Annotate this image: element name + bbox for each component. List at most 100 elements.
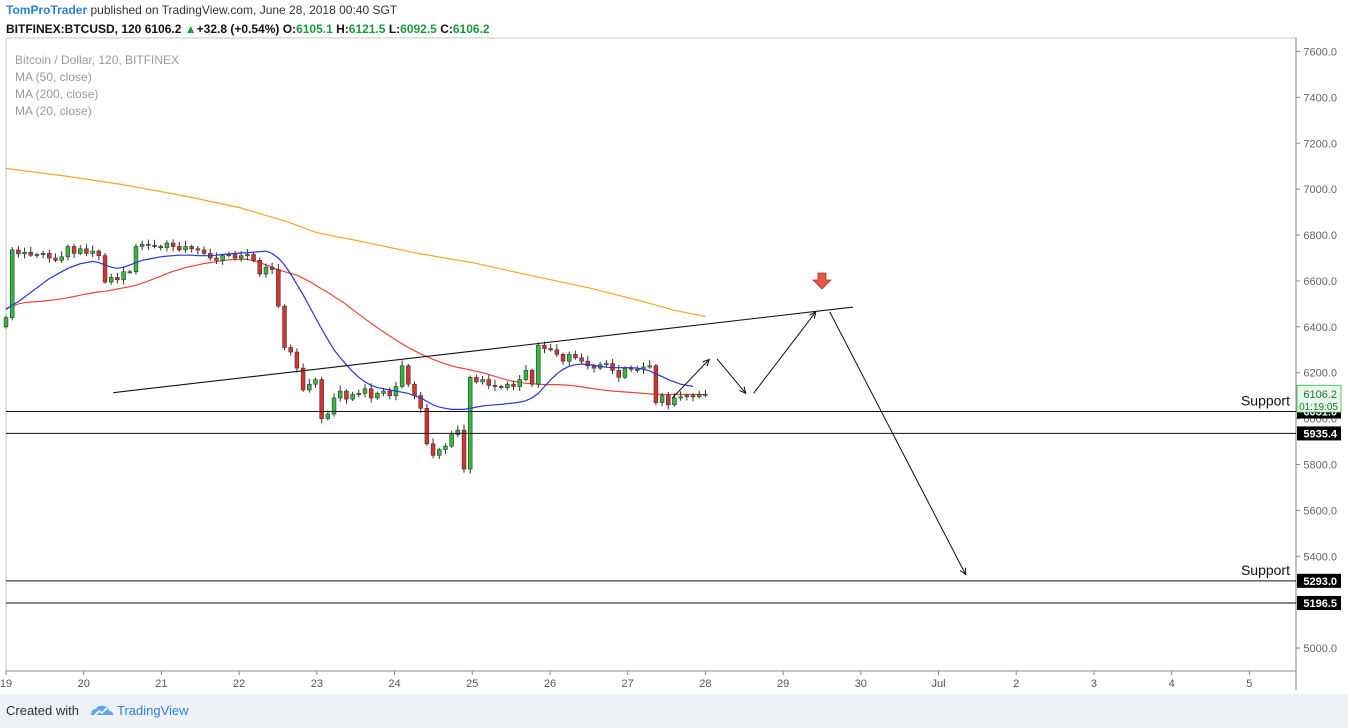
publish-text: published on TradingView.com, June 28, 2… [90,3,398,17]
support-price-label: 5935.4 [1303,428,1338,440]
candle-body [282,305,287,348]
x-tick-label: Jul [931,678,945,690]
candle-body [269,266,275,270]
y-tick-label: 7400.0 [1303,92,1337,104]
y-tick-label: 6600.0 [1303,276,1337,288]
candle-body [653,365,659,403]
candle-body [604,363,609,366]
candle-body [696,394,702,398]
candle-body [616,370,621,378]
ma50-layer [5,258,706,396]
candle-body [90,250,95,254]
y-tick-label: 5400.0 [1303,551,1337,563]
y-tick-label: 5600.0 [1303,505,1337,517]
ohlc-header: BITFINEX:BTCUSD, 120 6106.2 ▲+32.8 (+0.5… [6,22,490,36]
candle-body [567,354,572,362]
last-price-tag [1296,384,1342,413]
axes: 5000.05200.05400.05600.05800.06000.06200… [0,37,1337,690]
candle-body [362,388,368,394]
support-price-label: 5293.0 [1303,576,1337,588]
change-value: +32.8 (+0.54%) [196,22,280,36]
x-tick-label: 5 [1246,678,1252,690]
projection-arrow [671,359,710,399]
candle-body [139,243,145,247]
candle-body [189,246,194,250]
candle-body [542,344,547,349]
legend-ma20[interactable]: MA (20, close) [15,104,92,118]
candle-body [498,386,504,388]
candle-body [399,365,405,387]
support-price-label: 5196.5 [1303,598,1337,610]
candle-body [536,344,541,385]
support-text: Support [1241,562,1290,578]
tradingview-link[interactable]: TradingView [117,703,189,718]
candle-body [356,393,362,395]
candle-body [418,395,423,409]
candle-body [455,429,461,435]
candle-body [461,429,467,470]
candle-body [523,370,529,380]
projection-arrowhead [739,386,747,395]
low-label: L: [388,22,401,36]
x-tick-label: 23 [311,678,323,690]
candle-body [659,395,665,403]
candle-body [635,368,640,371]
candle-body [529,370,535,385]
open-value: 6105.1 [296,22,333,36]
ma20-layer [5,250,694,410]
candle-body [78,248,83,254]
candle-body [338,390,343,399]
candle-body [3,317,9,328]
candle-body [368,388,374,399]
candle-body [84,248,89,254]
x-tick-label: 3 [1091,678,1097,690]
candle-body [232,254,238,259]
candle-body [102,255,108,283]
price-chart[interactable]: 5000.05200.05400.05600.05800.06000.06200… [0,0,1348,694]
y-tick-label: 7200.0 [1303,138,1337,150]
candle-body [201,249,207,254]
x-tick-label: 25 [466,678,478,690]
high-value: 6121.5 [348,22,386,36]
support-price-tag [1297,595,1341,610]
close-value: 6106.2 [452,22,490,36]
high-label: H: [336,22,349,36]
candle-body [146,243,151,246]
x-tick-label: 19 [0,678,12,690]
last-price: 6106.2 [144,22,182,36]
x-tick-label: 27 [622,678,634,690]
candle-body [65,246,71,258]
x-tick-label: 24 [388,678,400,690]
candle-body [251,254,256,261]
candle-body [115,277,120,281]
candle-body [554,349,560,355]
support-price-tag [1297,426,1341,441]
candle-body [666,395,671,406]
candle-body [53,257,58,261]
candle-body [34,254,40,257]
legend-ma200[interactable]: MA (200, close) [15,87,99,101]
candle-body [350,394,355,400]
candle-body [40,253,46,255]
ma200-layer [5,167,706,318]
candle-body [294,351,300,369]
candle-body [517,379,522,387]
candle-body [307,383,312,391]
candle-body [238,255,244,259]
legend-ma50[interactable]: MA (50, close) [15,70,92,84]
candle-body [412,383,417,396]
candle-body [71,246,77,254]
candle-body [579,357,584,362]
y-tick-label: 7600.0 [1303,46,1337,58]
x-tick-label: 30 [855,678,867,690]
x-tick-label: 20 [78,678,90,690]
tradingview-logo-icon [88,702,114,723]
projection-arrowhead [809,310,817,319]
change-up-icon: ▲ [184,22,197,36]
candle-body [133,246,139,273]
candle-body [177,246,182,251]
candle-body [47,253,52,259]
author-link[interactable]: TomProTrader [6,3,88,17]
candle-body [59,256,64,261]
candle-body [690,395,696,398]
